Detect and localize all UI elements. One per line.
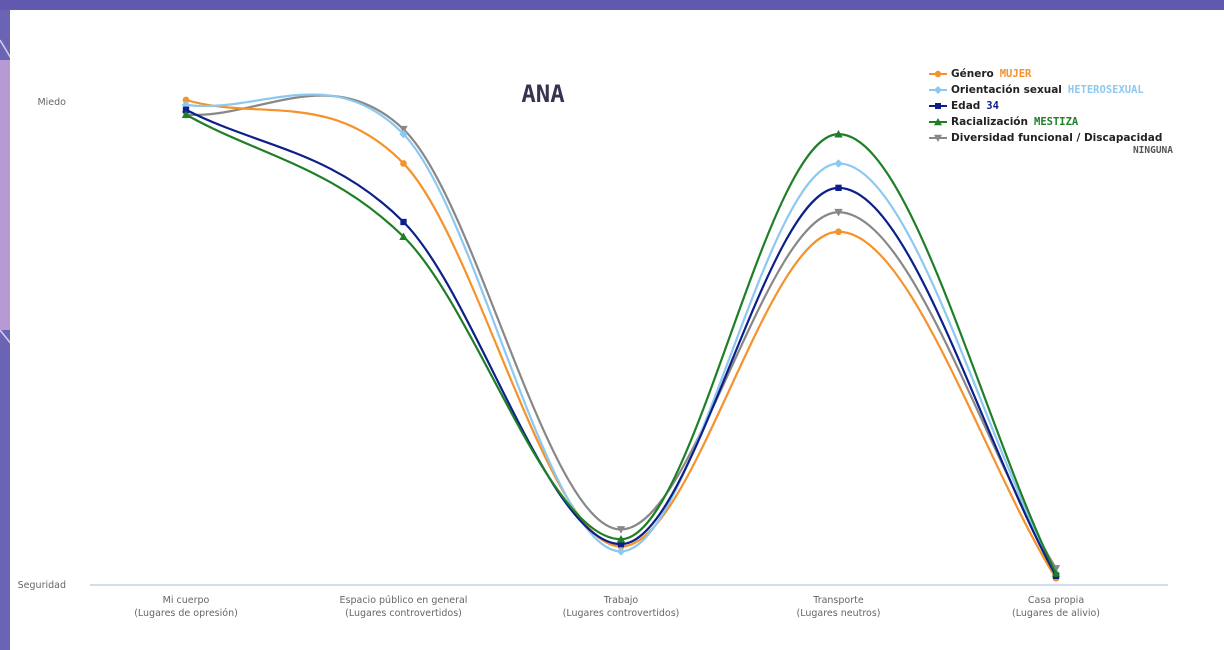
data-point-0	[182, 96, 190, 104]
data-point-1	[616, 547, 626, 556]
data-point-3	[616, 535, 626, 543]
data-point-0	[400, 160, 407, 167]
legend-value: NINGUNA	[1132, 145, 1173, 156]
data-point-3	[1051, 569, 1061, 577]
legend-value: MESTIZA	[1034, 116, 1079, 128]
data-point-1	[181, 100, 191, 110]
x-tick-label: Transporte (Lugares neutros)	[797, 595, 881, 619]
y-tick-miedo: Miedo	[37, 97, 66, 108]
data-point-2	[182, 106, 190, 113]
legend-label: Género	[951, 68, 994, 80]
line-chart: ANA Miedo Seguridad Mi cuerpo (Lugares de…	[18, 80, 1168, 619]
data-point-2	[400, 218, 407, 226]
legend-item: Racialización MESTIZA	[928, 114, 1173, 130]
legend-label: Orientación sexual	[951, 84, 1062, 96]
chart-title: ANA	[521, 80, 565, 108]
x-tick-label: Trabajo (Lugares controvertidos)	[563, 595, 680, 619]
x-tick-label: Mi cuerpo (Lugares de opresión)	[134, 595, 238, 619]
series-line-3	[185, 113, 1057, 574]
data-point-3	[834, 129, 843, 138]
series-line-0	[185, 98, 1057, 579]
series-line-1	[185, 93, 1057, 574]
legend-value-row: NINGUNA	[928, 145, 1173, 156]
top-band	[0, 0, 1224, 10]
legend-marker	[929, 118, 947, 126]
legend-item: Orientación sexual HETEROSEXUAL	[928, 82, 1173, 98]
legend-value: 34	[986, 100, 999, 112]
legend-item: Edad 34	[928, 98, 1173, 114]
legend-marker	[929, 70, 947, 78]
legend-label: Diversidad funcional / Discapacidad	[951, 132, 1163, 144]
data-point-3	[399, 232, 408, 240]
legend-value: MUJER	[999, 68, 1032, 80]
y-tick-seguridad: Seguridad	[18, 580, 66, 591]
legend-item: Género MUJER	[928, 66, 1173, 82]
legend-label: Edad	[951, 100, 981, 112]
legend-item: Diversidad funcional / Discapacidad	[928, 130, 1173, 146]
series-line-2	[185, 108, 1057, 577]
legend-label: Racialización	[951, 116, 1028, 128]
x-tick-label: Casa propia (Lugares de alivio)	[1012, 595, 1100, 619]
data-point-4	[399, 125, 408, 134]
data-point-1	[834, 159, 843, 168]
data-point-2	[835, 184, 842, 191]
data-point-0	[835, 228, 842, 236]
legend-marker	[929, 134, 947, 142]
data-point-2	[617, 540, 625, 548]
chart-legend: Género MUJER Orientación sexual HETEROSEXUA…	[928, 66, 1173, 156]
data-point-3	[181, 110, 191, 118]
legend-marker	[929, 86, 947, 94]
data-point-4	[616, 526, 626, 534]
series-line-4	[185, 94, 1057, 570]
legend-marker	[929, 103, 947, 109]
chart-panel: ANA Miedo Seguridad Mi cuerpo (Lugares de…	[10, 10, 1224, 650]
data-point-1	[399, 129, 408, 139]
data-point-4	[834, 208, 843, 217]
x-tick-label: Espacio público en general (Lugares contr…	[340, 595, 468, 619]
legend-value: HETEROSEXUAL	[1067, 84, 1144, 96]
